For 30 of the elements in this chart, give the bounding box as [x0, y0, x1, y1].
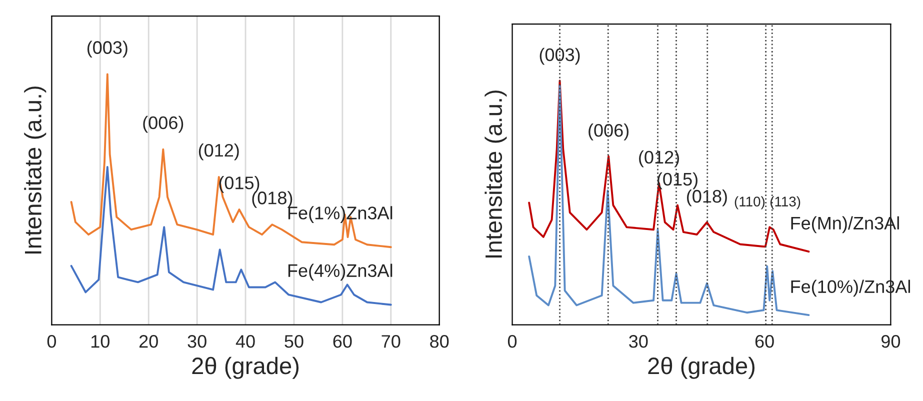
annotation: (003) — [540, 48, 580, 65]
x-tick-label: 60 — [333, 335, 352, 348]
x-tick-label: 30 — [188, 335, 206, 348]
x-tick-label: 50 — [284, 335, 304, 348]
annotation: (110) — [734, 196, 765, 210]
annotation: (003) — [87, 40, 128, 58]
x-axis-title: 2θ (grade) — [192, 356, 299, 379]
x-axis-title: 2θ (grade) — [648, 356, 754, 379]
x-tick-label: 30 — [629, 335, 648, 348]
x-tick-label: 0 — [508, 335, 517, 348]
x-tick-label: 60 — [755, 335, 774, 348]
series-label: Fe(1%)Zn3Al — [288, 206, 392, 223]
annotation: (006) — [143, 116, 184, 133]
annotation: (012) — [198, 143, 239, 160]
annotation: (018) — [252, 191, 292, 208]
x-tick-label: 20 — [139, 335, 158, 348]
x-tick-label: 10 — [91, 335, 110, 348]
x-tick-label: 40 — [236, 335, 255, 348]
annotation: (113) — [770, 196, 800, 210]
x-tick-label: 90 — [882, 335, 900, 348]
x-tick-label: 80 — [430, 335, 449, 348]
x-tick-label: 0 — [47, 335, 56, 348]
series-label: Fe(4%)Zn3Al — [288, 264, 392, 281]
y-axis-title: Intensitate (a.u.) — [484, 90, 507, 258]
y-axis-title: Intensitate (a.u.) — [24, 86, 46, 254]
annotation: (006) — [588, 124, 629, 140]
annotation: (015) — [658, 172, 698, 190]
annotation: (012) — [639, 150, 679, 168]
x-tick-label: 70 — [382, 335, 400, 348]
annotation: (018) — [686, 189, 727, 206]
